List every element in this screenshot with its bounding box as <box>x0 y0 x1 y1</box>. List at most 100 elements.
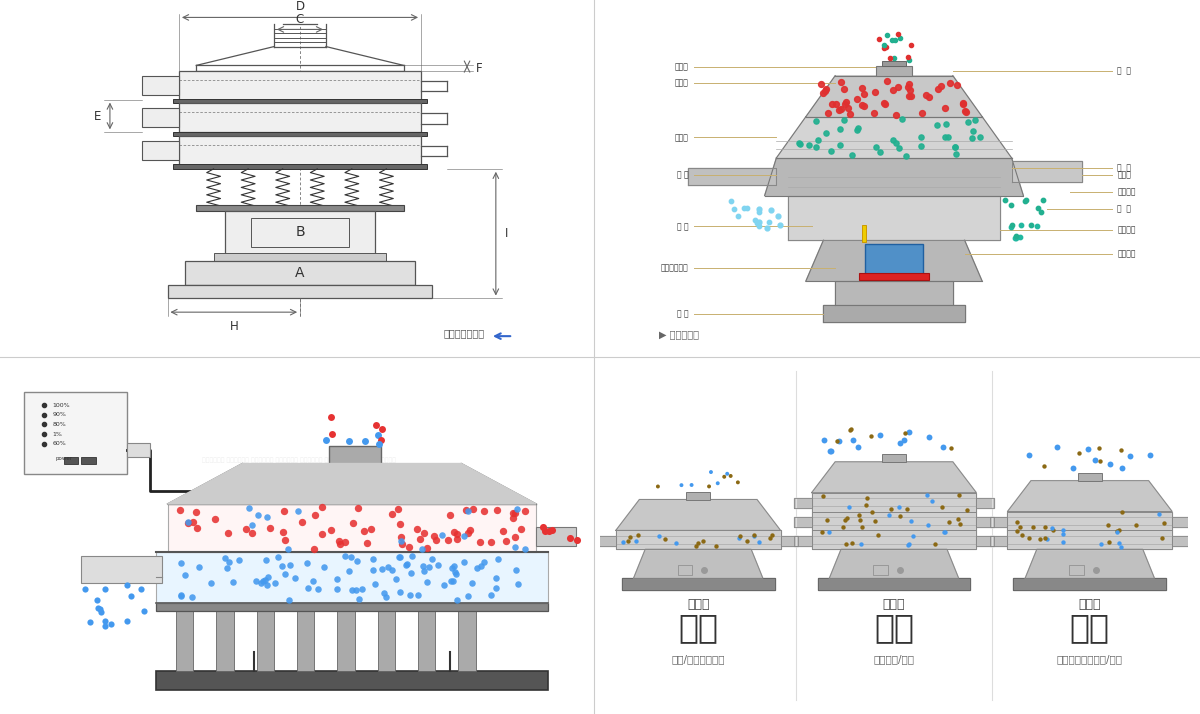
Point <box>88 594 107 605</box>
Point <box>836 96 856 108</box>
Point <box>389 551 408 563</box>
Text: 筛  盘: 筛 盘 <box>1117 205 1132 214</box>
Point <box>838 512 857 523</box>
Point <box>504 507 523 518</box>
Point <box>900 91 919 102</box>
Text: C: C <box>296 13 304 26</box>
Point <box>761 533 780 544</box>
Point <box>626 536 646 547</box>
Point <box>701 466 720 478</box>
Point <box>656 533 676 545</box>
Point <box>1013 529 1032 540</box>
Point <box>458 528 478 539</box>
Text: 振动电机: 振动电机 <box>1117 226 1136 234</box>
Point <box>896 150 916 161</box>
Point <box>881 503 900 514</box>
Point <box>852 100 871 111</box>
Bar <box>1078 473 1102 481</box>
Point <box>880 509 899 521</box>
Point <box>1126 520 1145 531</box>
Point <box>842 538 862 549</box>
Point <box>298 557 317 568</box>
Point <box>446 568 466 580</box>
Polygon shape <box>794 517 811 527</box>
Point <box>854 88 874 99</box>
Point <box>1112 541 1132 553</box>
Point <box>88 602 107 613</box>
Polygon shape <box>168 463 536 504</box>
Point <box>313 502 332 513</box>
Polygon shape <box>788 196 1000 240</box>
Point <box>413 543 432 554</box>
Point <box>1140 449 1159 461</box>
Polygon shape <box>829 549 959 578</box>
Point <box>862 506 881 518</box>
Polygon shape <box>1008 481 1172 511</box>
Point <box>346 584 365 595</box>
Point <box>682 479 701 491</box>
Point <box>880 53 899 64</box>
Point <box>827 99 846 110</box>
Bar <box>82 457 96 463</box>
Point <box>280 595 299 606</box>
Bar <box>876 66 912 76</box>
Polygon shape <box>622 578 775 590</box>
Point <box>932 501 952 513</box>
Polygon shape <box>794 498 811 508</box>
Text: 加重块: 加重块 <box>1117 171 1132 180</box>
Bar <box>142 76 179 94</box>
Point <box>1070 448 1090 459</box>
Point <box>842 149 862 161</box>
Point <box>830 123 850 134</box>
Point <box>618 536 637 547</box>
Point <box>728 210 748 221</box>
Point <box>278 543 298 555</box>
Text: 运输固定螺栓: 运输固定螺栓 <box>660 263 689 272</box>
Point <box>832 103 851 114</box>
Point <box>286 572 305 583</box>
Point <box>1090 455 1109 466</box>
Bar <box>142 109 179 127</box>
Point <box>817 514 836 526</box>
Bar <box>179 136 421 165</box>
Point <box>438 534 457 545</box>
Text: 去除异物/结块: 去除异物/结块 <box>874 654 914 664</box>
Point <box>1007 233 1026 244</box>
Point <box>428 559 448 570</box>
Point <box>1112 463 1132 474</box>
Point <box>901 516 920 527</box>
Bar <box>686 492 710 500</box>
Point <box>770 219 790 231</box>
Point <box>731 531 750 542</box>
Point <box>964 125 983 136</box>
Point <box>216 552 235 563</box>
Point <box>996 194 1015 206</box>
Point <box>131 583 150 594</box>
Point <box>1090 442 1109 453</box>
Point <box>1111 444 1130 456</box>
Point <box>413 560 432 572</box>
Point <box>865 516 884 527</box>
Point <box>407 523 426 534</box>
Point <box>858 492 877 503</box>
Point <box>272 560 292 572</box>
Polygon shape <box>811 493 977 511</box>
Point <box>188 562 208 573</box>
Point <box>304 575 323 586</box>
Point <box>134 605 154 617</box>
Point <box>252 577 271 588</box>
Point <box>335 550 354 561</box>
Point <box>474 557 493 568</box>
Point <box>1054 524 1073 536</box>
Point <box>834 521 853 533</box>
Point <box>901 84 920 96</box>
Point <box>931 80 950 91</box>
Point <box>293 516 312 528</box>
Point <box>260 523 280 534</box>
Point <box>392 531 412 543</box>
Bar <box>378 609 395 671</box>
Point <box>276 535 295 546</box>
Point <box>335 536 354 548</box>
Point <box>852 522 871 533</box>
Text: 下部重锤: 下部重锤 <box>1117 249 1136 258</box>
